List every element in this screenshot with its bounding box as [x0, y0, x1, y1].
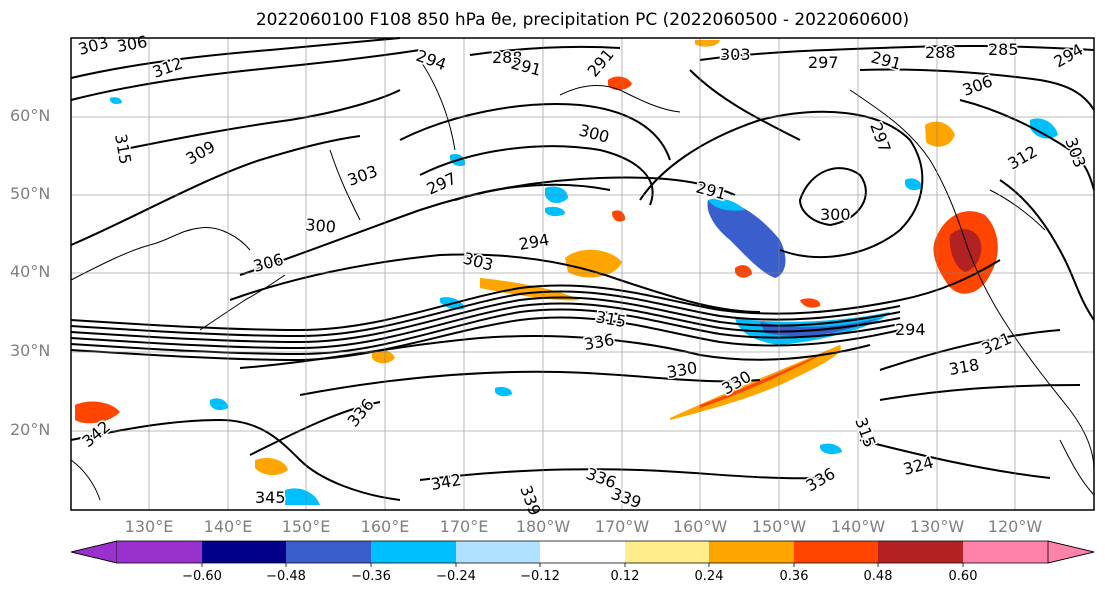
lon-label-130w: 130°W — [909, 517, 965, 536]
lon-label-140e: 140°E — [203, 517, 253, 536]
colorbar-swatch — [202, 541, 286, 563]
lon-label-140w: 140°W — [830, 517, 886, 536]
shade-region — [1030, 118, 1058, 139]
shade-region — [255, 458, 288, 476]
lon-label-170w: 170°W — [594, 517, 650, 536]
shade-region — [210, 398, 228, 411]
shade-region — [545, 206, 565, 217]
colorbar-tick-label: −0.12 — [520, 569, 560, 584]
colorbar-tick-label: −0.36 — [351, 569, 391, 584]
contour-label: 300 — [820, 205, 851, 224]
lon-label-160w: 160°W — [672, 517, 728, 536]
colorbar-tick-label: 0.48 — [863, 569, 893, 584]
lat-label-40n: 40°N — [10, 262, 51, 281]
colorbar-tick-label: 0.24 — [694, 569, 724, 584]
contour-label: 297 — [808, 53, 839, 72]
colorbar-tick-label: −0.24 — [436, 569, 476, 584]
graticule — [71, 38, 1094, 510]
map-frame — [70, 37, 1095, 511]
shade-region — [708, 198, 745, 211]
theta-e-contours — [70, 37, 1095, 501]
shade-region — [495, 386, 512, 397]
colorbar-extend-min — [70, 540, 118, 564]
shade-region — [75, 401, 120, 424]
contour-label: 300 — [305, 215, 337, 237]
lon-label-130e: 130°E — [124, 517, 174, 536]
shade-region — [735, 265, 752, 278]
colorbar-swatch — [709, 541, 794, 563]
colorbar-swatch — [371, 541, 456, 563]
contour-label: 294 — [895, 320, 926, 339]
colorbar-swatch — [625, 541, 709, 563]
colorbar-swatch — [878, 541, 963, 563]
figure-title: 2022060100 F108 850 hPa θe, precipitatio… — [255, 10, 910, 30]
shade-region — [707, 199, 786, 278]
shade-region — [695, 40, 720, 47]
colorbar-tick-label: 0.36 — [779, 569, 809, 584]
lon-label-150e: 150°E — [281, 517, 331, 536]
colorbar-swatch — [794, 541, 878, 563]
colorbar-swatch — [286, 541, 371, 563]
lat-label-30n: 30°N — [10, 341, 51, 360]
shade-region — [800, 298, 821, 308]
colorbar-extend-max — [1047, 540, 1095, 564]
colorbar-tick-label: −0.48 — [266, 569, 306, 584]
contour-label: 303 — [720, 45, 751, 64]
lon-label-120w: 120°W — [987, 517, 1043, 536]
lon-label-160e: 160°E — [360, 517, 410, 536]
colorbar-tick-label: 0.12 — [610, 569, 640, 584]
shade-region — [905, 178, 922, 191]
lon-label-180w: 180°W — [515, 517, 571, 536]
shade-region — [285, 488, 320, 505]
colorbar — [70, 540, 1095, 567]
shade-region — [565, 249, 622, 278]
shade-region — [372, 350, 395, 364]
lat-label-60n: 60°N — [10, 106, 51, 125]
contour-label: 288 — [492, 48, 523, 67]
contour-label: 345 — [255, 488, 286, 507]
lat-label-50n: 50°N — [10, 184, 51, 203]
colorbar-swatch — [540, 541, 625, 563]
shade-region — [110, 97, 122, 104]
contour-label: 300 — [577, 121, 611, 147]
contour-label: 288 — [925, 43, 956, 62]
lon-label-170e: 170°E — [439, 517, 489, 536]
coastlines — [70, 59, 1095, 501]
shade-region — [700, 350, 830, 408]
colorbar-tick-label: −0.60 — [182, 569, 222, 584]
colorbar-swatch — [117, 541, 202, 563]
contour-label: 306 — [115, 32, 148, 56]
lon-label-150w: 150°W — [751, 517, 807, 536]
contour-label: 285 — [988, 40, 1019, 59]
colorbar-swatch — [963, 541, 1048, 563]
shade-region — [820, 443, 842, 455]
shade-region — [608, 76, 632, 91]
shade-region — [925, 121, 955, 147]
lat-label-20n: 20°N — [10, 420, 51, 439]
colorbar-tick-label: 0.60 — [948, 569, 978, 584]
shade-region — [480, 278, 580, 301]
colorbar-outline — [70, 540, 1095, 564]
colorbar-swatch — [456, 541, 540, 563]
